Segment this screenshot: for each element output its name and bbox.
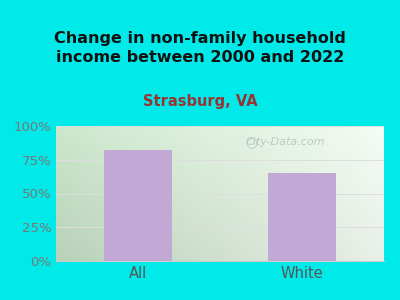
Bar [268,173,336,261]
Text: Change in non-family household
income between 2000 and 2022: Change in non-family household income be… [54,32,346,65]
Text: ○: ○ [245,135,257,149]
Text: City-Data.com: City-Data.com [246,137,325,147]
Bar [104,150,172,261]
Text: Strasburg, VA: Strasburg, VA [143,94,257,110]
